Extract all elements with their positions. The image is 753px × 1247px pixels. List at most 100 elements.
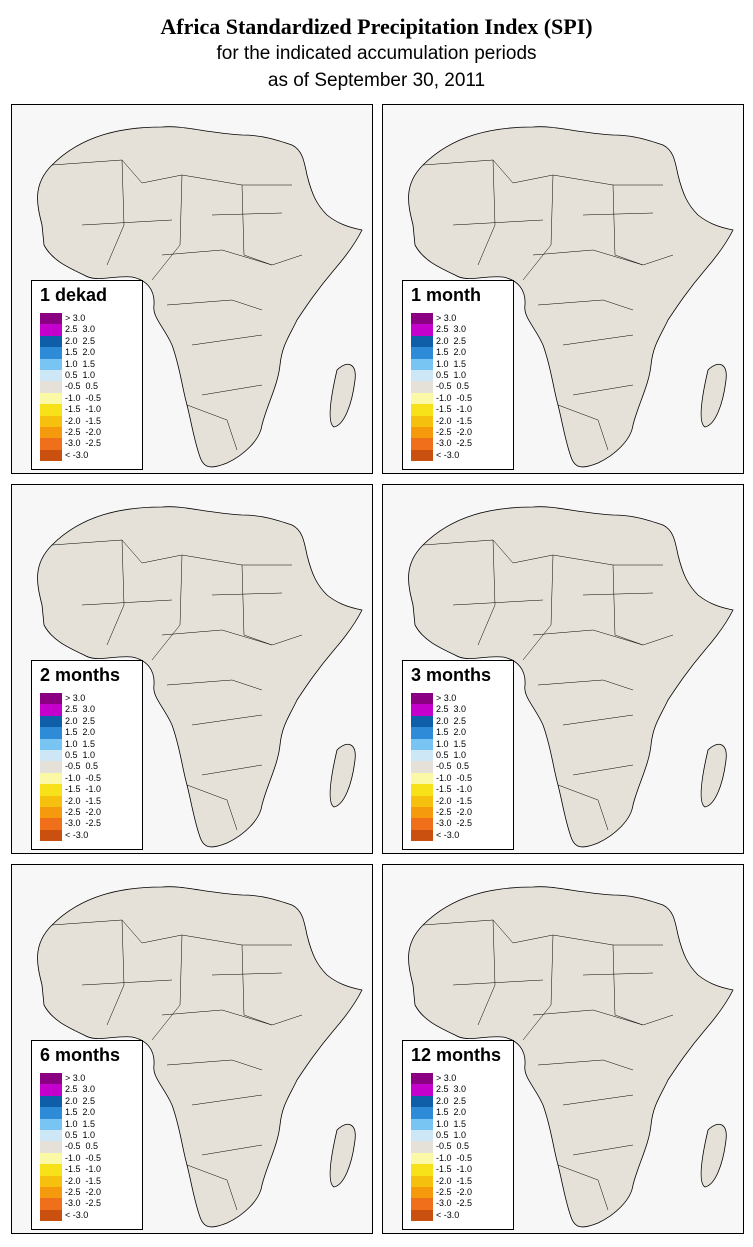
legend-label: -2.0 -1.5 [65,1175,102,1186]
legend-label: < -3.0 [65,829,89,840]
legend-swatch [411,1084,433,1096]
legend-label: 1.5 2.0 [436,727,467,738]
legend-swatch [411,1107,433,1119]
africa-map [408,886,734,1228]
legend-swatch [40,415,62,427]
legend-label: -2.5 -2.0 [436,806,473,817]
legend-swatch [411,313,433,325]
country-border [186,1164,238,1211]
legend-swatch [40,1186,62,1199]
legend-label: < -3.0 [436,449,460,460]
africa-map [37,506,363,848]
legend-label: 1.0 1.5 [436,358,467,369]
legend-label: -2.0 -1.5 [65,795,102,806]
legend-swatch [40,829,62,842]
accumulation-period-title: 6 months [40,1045,121,1065]
country-border [612,184,644,266]
country-border [612,944,644,1026]
country-border [241,564,273,646]
legend-label: 2.5 3.0 [65,324,96,335]
legend-swatch [40,392,62,405]
legend-label: > 3.0 [65,313,86,323]
country-border [452,599,544,606]
legend-swatch [411,772,433,785]
legend-swatch [40,1107,62,1119]
legend-label: 1.5 2.0 [65,347,96,358]
legend-label: 2.5 3.0 [436,324,467,335]
country-border [191,334,263,346]
legend-swatch [411,749,433,762]
legend-swatch [411,449,433,462]
legend-swatch [40,784,62,796]
legend-label: > 3.0 [436,313,457,323]
legend-label: 2.5 3.0 [65,704,96,715]
legend-label: -0.5 0.5 [65,381,99,392]
legend-swatch [40,761,62,773]
africa-landmass [408,886,734,1228]
spi-legend: 2 months > 3.0 2.5 3.0 2.0 2.5 1.5 2.0 1.0 1.… [31,660,143,850]
legend-label: 2.0 2.5 [436,335,467,346]
legend-swatch [40,369,62,382]
accumulation-period-title: 3 months [411,665,492,685]
legend-label: 2.0 2.5 [65,335,96,346]
country-border [422,159,663,186]
legend-swatch [40,1141,62,1153]
madagascar-landmass [329,363,356,428]
country-border [477,919,496,1026]
legend-label: -2.5 -2.0 [65,1186,102,1197]
legend-label: -1.0 -0.5 [436,772,473,783]
legend-label: 2.0 2.5 [65,715,96,726]
legend-label: -0.5 0.5 [436,1141,470,1152]
legend-label: < -3.0 [65,1209,89,1220]
country-border [201,1144,263,1156]
legend-swatch [40,438,62,450]
legend-swatch [411,1141,433,1153]
legend-swatch [411,1164,433,1176]
africa-landmass [37,886,363,1228]
africa-map [37,886,363,1228]
legend-swatch [411,369,433,382]
legend-swatch [411,727,433,739]
legend-label: -3.0 -2.5 [65,438,102,449]
country-border [572,1144,634,1156]
country-border [532,249,674,266]
country-border [422,539,663,566]
legend-swatch [40,1073,62,1085]
legend-swatch [411,347,433,359]
legend-swatch [40,358,62,370]
legend-swatch [411,1073,433,1085]
legend-swatch [40,1095,62,1108]
country-border [201,384,263,396]
country-border [522,174,554,281]
country-border [422,919,663,946]
africa-landmass [408,506,734,848]
country-border [191,714,263,726]
legend-label: -2.0 -1.5 [65,415,102,426]
legend-label: -0.5 0.5 [65,761,99,772]
country-border [201,764,263,776]
country-border [161,629,303,646]
legend-swatch [411,784,433,796]
country-border [211,592,283,596]
country-border [537,679,634,691]
legend-swatch [40,426,62,439]
legend-label: 1.0 1.5 [65,738,96,749]
country-border [211,972,283,976]
legend-swatch [40,1084,62,1096]
legend-label: 0.5 1.0 [65,1129,96,1140]
country-border [166,299,263,311]
legend-swatch [40,404,62,416]
country-border [186,784,238,831]
legend-label: 2.5 3.0 [436,1084,467,1095]
legend-swatch [40,1129,62,1142]
legend-swatch [40,749,62,762]
legend-label: -1.0 -0.5 [65,1152,102,1163]
legend-label: 1.5 2.0 [436,1107,467,1118]
country-border [151,174,183,281]
country-border [241,184,273,266]
accumulation-period-title: 1 dekad [40,285,108,305]
country-border [191,1094,263,1106]
legend-swatch [40,324,62,336]
spi-legend: 3 months > 3.0 2.5 3.0 2.0 2.5 1.5 2.0 1.0 1.… [402,660,514,850]
legend-label: -2.0 -1.5 [436,795,473,806]
